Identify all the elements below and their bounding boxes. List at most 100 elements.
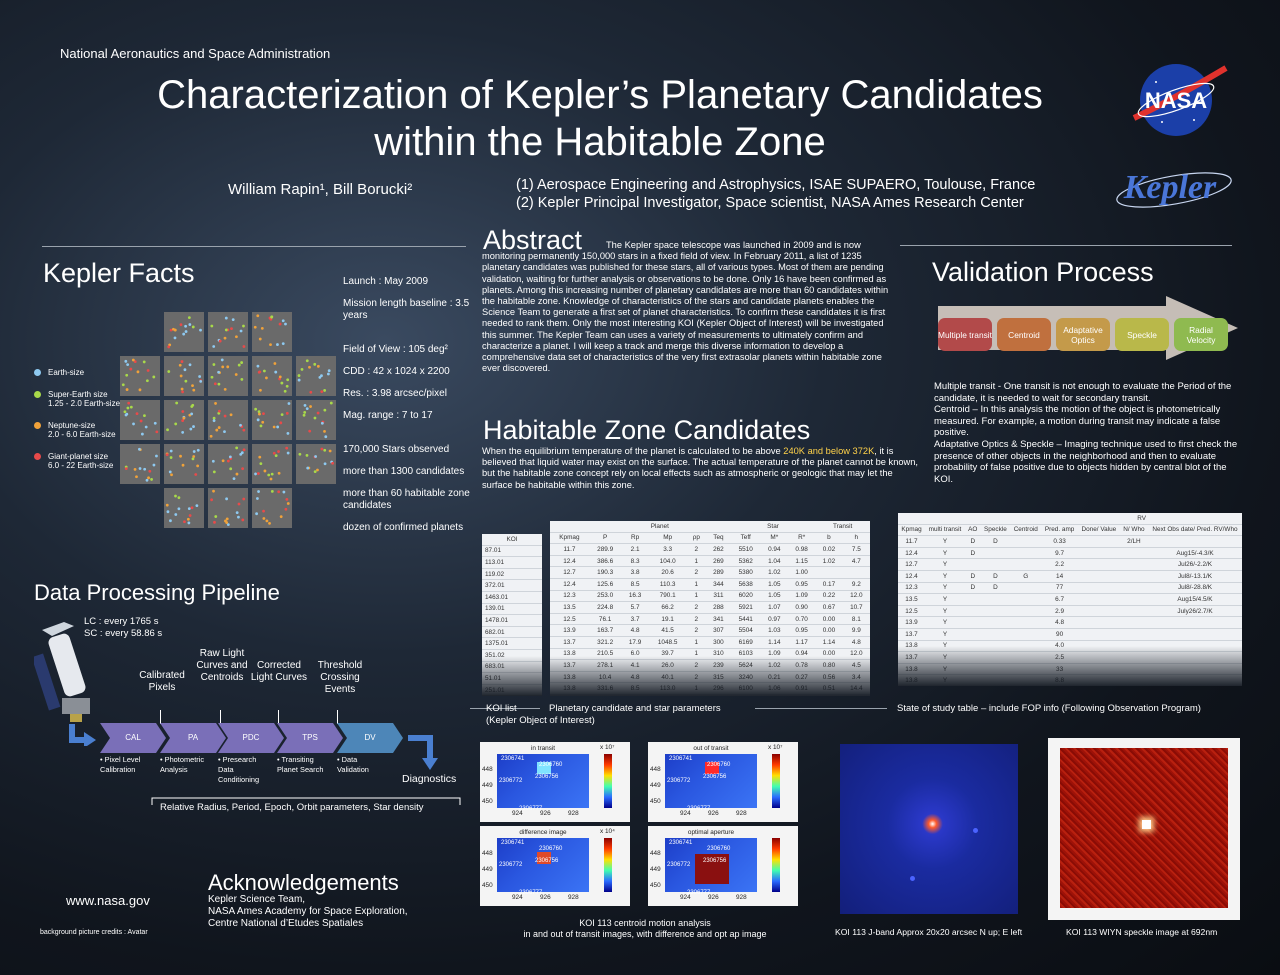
ccd-module (164, 488, 204, 528)
table-cell (1077, 582, 1120, 595)
pipeline-connector (337, 710, 338, 724)
column-header: AO (964, 524, 981, 537)
table-cell: 13.5 (550, 601, 589, 614)
table-header-row: Kpmag P Rp Mp ρp Teq Teff M* R* b h (550, 532, 870, 545)
star-id-label: 2306772 (667, 862, 691, 868)
pipeline-product-label: Threshold Crossing Events (317, 660, 363, 695)
table-cell: 41.5 (648, 624, 687, 637)
table-cell: 0.70 (787, 613, 816, 626)
table-cell: 4.8 (621, 624, 649, 637)
table-cell: Aug15/4.5/K (1147, 593, 1242, 606)
table-cell: 2 (686, 613, 707, 626)
column-header: Next Obs date/ Pred. RV/Who (1147, 524, 1242, 537)
table-cell: 12.4 (898, 547, 926, 560)
y-tick-label: 448 (650, 766, 661, 773)
pipeline-stage-label: DV (364, 733, 376, 742)
table-cell: 12.4 (550, 555, 589, 568)
table-row: 13.5 224.8 5.7 66.2 2 288 5921 1.07 0.90 0.67 10.7 (550, 601, 870, 614)
table-cell: 11.7 (898, 535, 926, 548)
table-cell (964, 558, 981, 571)
pipeline-stage-label: PDC (242, 733, 260, 742)
table-cell: 8.5 (621, 578, 649, 591)
abstract-text: The Kepler space telescope was launched … (482, 240, 889, 374)
table-cell (1010, 582, 1042, 595)
table-row: 12.3 Y D D 77 Jul8/-28.8/K (898, 582, 1242, 595)
table-row: 11.7 Y D D 0.33 2/LH (898, 535, 1242, 548)
table-cell (1077, 593, 1120, 606)
colorbar (772, 838, 780, 892)
table-cell (964, 593, 981, 606)
table-cell: 2.1 (621, 543, 649, 556)
column-header: h (842, 532, 870, 545)
table-cell: 13.9 (898, 616, 926, 629)
poster-title: Characterization of Kepler’s Planetary C… (100, 72, 1100, 166)
acknowledgement-line: Centre National d’Etudes Spatiales (208, 918, 364, 929)
table-cell: 77 (1041, 582, 1078, 595)
table-cell (980, 558, 1011, 571)
x-tick-label: 924 (680, 810, 691, 817)
ccd-module (208, 488, 248, 528)
legend-dot-icon (34, 422, 41, 429)
validation-step: Centroid (997, 318, 1051, 351)
column-header: Kpmag (550, 532, 589, 545)
table-cell: 5.7 (621, 601, 649, 614)
table-cell: 12.4 (550, 578, 589, 591)
centroid-caption-title: KOI 113 centroid motion analysis (579, 918, 711, 928)
centroid-heatmap (497, 754, 589, 808)
table-cell: 0.97 (760, 613, 788, 626)
empty-header (980, 513, 1011, 525)
ccd-module (120, 400, 160, 440)
y-tick-label: 448 (482, 766, 493, 773)
table-cell (815, 566, 843, 579)
table-cell (842, 566, 870, 579)
table-cell: 300 (706, 636, 731, 649)
table-cell (1119, 558, 1148, 571)
validation-step: Adaptative Optics (1056, 318, 1110, 351)
table-cell: 125.6 (588, 578, 622, 591)
star-id-label: 2306756 (535, 858, 559, 864)
abstract-heading: Abstract (483, 225, 583, 255)
table-cell (1077, 547, 1120, 560)
diagnostics-arrow (408, 735, 438, 770)
colorbar (772, 754, 780, 808)
table-cell (1119, 628, 1148, 641)
table-cell: 2.9 (1041, 605, 1078, 618)
table-cell (1147, 628, 1242, 641)
legend-label: Super-Earth size (48, 390, 108, 399)
table-cell: 0.90 (787, 601, 816, 614)
pipeline-stage: CAL (100, 723, 166, 753)
table-cell: 5510 (730, 543, 761, 556)
column-header: Pred. amp (1041, 524, 1078, 537)
star-id-label: 2306756 (535, 774, 559, 780)
table-cell: 1048.5 (648, 636, 687, 649)
acknowledgements-heading: Acknowledgements (208, 870, 399, 895)
star-id-label: 2306756 (703, 858, 727, 864)
table-cell (980, 593, 1011, 606)
table-cell: 0.02 (815, 543, 843, 556)
table-row: 12.4 Y D 9.7 Aug15/-4.3/K (898, 547, 1242, 560)
website-link[interactable]: www.nasa.gov (66, 893, 150, 908)
koi-column-header: KOI (482, 534, 542, 546)
table-cell (1077, 535, 1120, 548)
star-id-label: 2306772 (499, 862, 523, 868)
colorbar-scale: x 10⁷ (600, 744, 615, 751)
table-cell (980, 547, 1011, 560)
column-header: Teq (706, 532, 731, 545)
table-cell: 13.7 (898, 628, 926, 641)
table-row: 372.01 (482, 579, 542, 592)
pipeline-stage-label: CAL (125, 733, 141, 742)
table-cell (1010, 558, 1042, 571)
hz-temperature-range: 240K and below 372K (783, 446, 875, 456)
validation-term: Multiple transit (934, 381, 996, 392)
y-tick-label: 448 (482, 850, 493, 857)
fact-item: CDD : 42 x 1024 x 2200 (343, 366, 450, 377)
table-cell: Y (925, 570, 965, 583)
ccd-module (164, 400, 204, 440)
table-row: 11.7 289.9 2.1 3.3 2 262 5510 0.94 0.98 0.02 7.5 (550, 543, 870, 556)
speckle-image (1048, 738, 1240, 920)
table-row: 13.9 Y 4.8 (898, 616, 1242, 629)
table-cell: 0.95 (787, 578, 816, 591)
table-row: 12.4 386.6 8.3 104.0 1 269 5362 1.04 1.15 1.02 4.7 (550, 555, 870, 568)
star-id-label: 2306777 (687, 806, 711, 812)
table-cell: 11.7 (550, 543, 589, 556)
